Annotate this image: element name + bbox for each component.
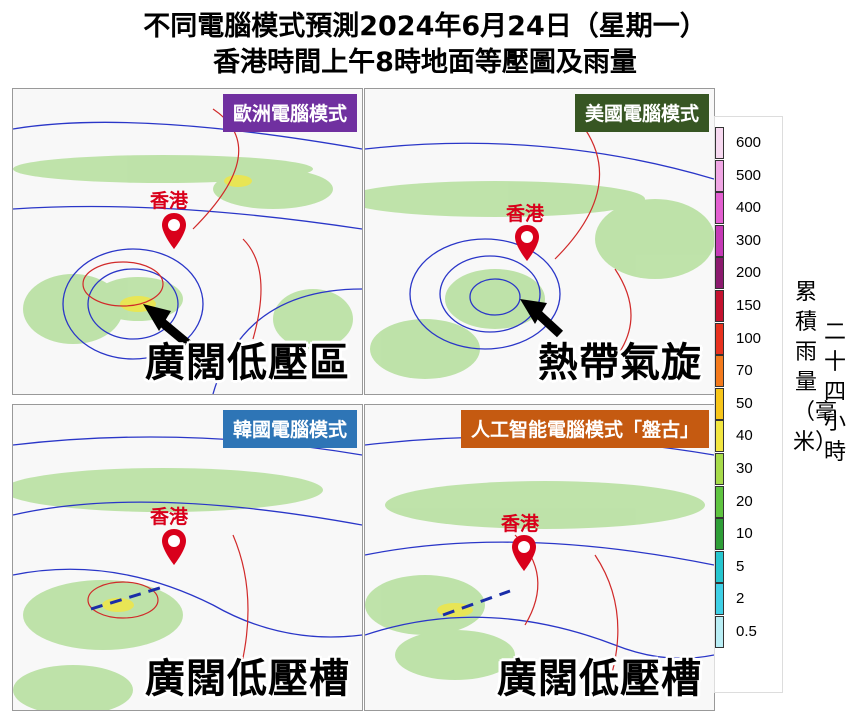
location-pin-icon <box>512 535 536 571</box>
colorbar-tick-label: 50 <box>736 394 753 412</box>
location-pin-icon <box>162 213 186 249</box>
feature-label: 廣闊低壓槽 <box>497 656 702 702</box>
model-label: 韓國電腦模式 <box>222 410 357 448</box>
colorbar-tick-label: 500 <box>736 166 762 184</box>
panel-gfs: 美國電腦模式 香港 熱帶氣旋 <box>364 88 715 395</box>
rainfall-colorbar: 600 500 400 300 200 150 100 70 50 40 30 20 10 5 2 0.5 <box>714 116 783 693</box>
colorbar-swatch <box>715 127 724 159</box>
colorbar-tick-label: 70 <box>736 362 753 380</box>
location-pin-icon <box>162 529 186 565</box>
colorbar-swatch <box>715 192 724 225</box>
colorbar-tick-label: 20 <box>736 492 753 510</box>
chart-title: 不同電腦模式預測2024年6月24日（星期一） <box>143 11 707 42</box>
colorbar-tick-label: 40 <box>736 427 753 445</box>
colorbar-swatch <box>715 453 724 485</box>
feature-label: 廣闊低壓區 <box>145 340 350 386</box>
colorbar-tick-label: 2 <box>736 590 745 608</box>
panel-pangu: 人工智能電腦模式「盤古」 香港 廣闊低壓槽 <box>364 404 715 711</box>
colorbar-swatch <box>715 355 724 388</box>
colorbar-tick-label: 600 <box>736 134 762 151</box>
feature-label: 廣闊低壓槽 <box>145 656 350 702</box>
colorbar-swatch <box>715 322 724 355</box>
colorbar-tick-label: 200 <box>736 264 762 282</box>
colorbar-swatch <box>715 518 724 551</box>
colorbar-swatch <box>715 550 724 583</box>
pressure-rain-map <box>365 89 714 394</box>
colorbar-swatch <box>715 616 724 648</box>
hk-label: 香港 <box>506 203 545 225</box>
location-pin-icon <box>515 225 539 261</box>
colorbar-tick-label: 150 <box>736 297 762 314</box>
hk-label: 香港 <box>501 513 540 535</box>
colorbar-tick-label: 30 <box>736 460 753 477</box>
colorbar-period-label: 二十四小時 <box>823 320 846 465</box>
hk-label: 香港 <box>150 506 189 528</box>
pressure-rain-map <box>13 405 362 710</box>
panel-kma: 韓國電腦模式 香港 廣闊低壓槽 <box>12 404 363 711</box>
colorbar-swatch <box>715 583 724 616</box>
colorbar-swatch <box>715 224 724 257</box>
colorbar-tick-label: 5 <box>736 557 745 575</box>
pressure-rain-map <box>13 89 362 394</box>
colorbar-swatch <box>715 290 724 322</box>
colorbar-tick-label: 100 <box>736 329 762 347</box>
feature-label: 熱帶氣旋 <box>538 340 702 386</box>
pressure-rain-map <box>365 405 714 710</box>
colorbar-swatch <box>715 159 724 192</box>
chart-subtitle: 香港時間上午8時地面等壓圖及雨量 <box>213 47 637 78</box>
colorbar-tick-label: 10 <box>736 525 753 543</box>
colorbar-swatch <box>715 485 724 518</box>
panel-ecmwf: 歐洲電腦模式 香港 廣闊低壓區 <box>12 88 363 395</box>
colorbar-unit-label: 累積雨量（毫米） <box>793 280 838 455</box>
colorbar-swatch <box>715 257 724 290</box>
hk-label: 香港 <box>150 190 189 212</box>
colorbar-tick-label: 0.5 <box>736 623 757 640</box>
model-label: 歐洲電腦模式 <box>222 94 357 132</box>
model-label: 人工智能電腦模式「盤古」 <box>460 410 709 448</box>
colorbar-swatch <box>715 420 724 453</box>
colorbar-tick-label: 400 <box>736 199 762 217</box>
colorbar-swatch <box>715 387 724 420</box>
model-label: 美國電腦模式 <box>574 94 709 132</box>
colorbar-tick-label: 300 <box>736 231 762 249</box>
